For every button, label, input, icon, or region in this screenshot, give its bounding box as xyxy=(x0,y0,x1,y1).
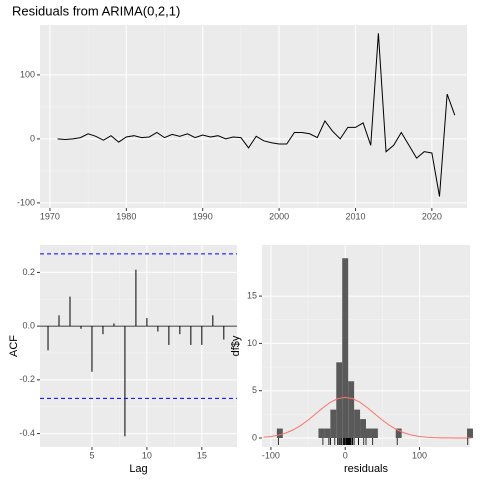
histogram-bar xyxy=(348,381,355,439)
x-tick-label: 0 xyxy=(343,450,348,460)
x-tick-label: 100 xyxy=(412,450,427,460)
y-axis-label: df$y xyxy=(230,335,242,356)
y-tick-label: 10 xyxy=(247,338,257,348)
x-tick-label: 1980 xyxy=(116,211,136,221)
histogram-bar xyxy=(276,428,283,439)
chart-title: Residuals from ARIMA(0,2,1) xyxy=(12,3,180,18)
histogram-bar xyxy=(354,409,361,439)
histogram-bar xyxy=(318,428,325,439)
y-tick-label: -100 xyxy=(17,197,35,207)
x-tick-label: 1990 xyxy=(193,211,213,221)
histogram-bar xyxy=(371,428,378,439)
y-tick-label: -0.2 xyxy=(19,374,35,384)
x-tick-label: 2000 xyxy=(269,211,289,221)
histogram-bar xyxy=(366,428,372,439)
y-tick-label: -0.4 xyxy=(19,428,35,438)
x-tick-label: 1970 xyxy=(40,211,60,221)
histogram-bar xyxy=(467,428,473,439)
residual-line xyxy=(57,33,456,197)
panel xyxy=(40,25,467,208)
y-tick-label: 0.0 xyxy=(22,320,35,330)
panel xyxy=(262,245,470,447)
histogram-bar xyxy=(342,258,349,439)
y-tick-label: 100 xyxy=(20,69,35,79)
x-tick-label: -100 xyxy=(262,450,280,460)
panel xyxy=(40,245,237,447)
x-tick-label: 5 xyxy=(89,450,94,460)
x-tick-label: 2010 xyxy=(345,211,365,221)
histogram-bar xyxy=(330,409,337,439)
x-axis-label: Lag xyxy=(129,463,147,475)
histogram-bar xyxy=(395,428,402,439)
y-tick-label: 5 xyxy=(252,385,257,395)
x-tick-label: 15 xyxy=(197,450,207,460)
x-tick-label: 2020 xyxy=(422,211,442,221)
y-tick-label: 15 xyxy=(247,290,257,300)
histogram-bar xyxy=(324,428,331,439)
density-curve xyxy=(263,396,472,439)
y-tick-label: 0.2 xyxy=(22,267,35,277)
histogram-bar xyxy=(336,362,343,439)
y-axis-label: ACF xyxy=(8,335,20,357)
x-tick-label: 10 xyxy=(142,450,152,460)
x-axis-label: residuals xyxy=(344,463,389,475)
y-tick-label: 0 xyxy=(30,133,35,143)
histogram-bar xyxy=(360,419,366,439)
y-tick-label: 0 xyxy=(252,432,257,442)
